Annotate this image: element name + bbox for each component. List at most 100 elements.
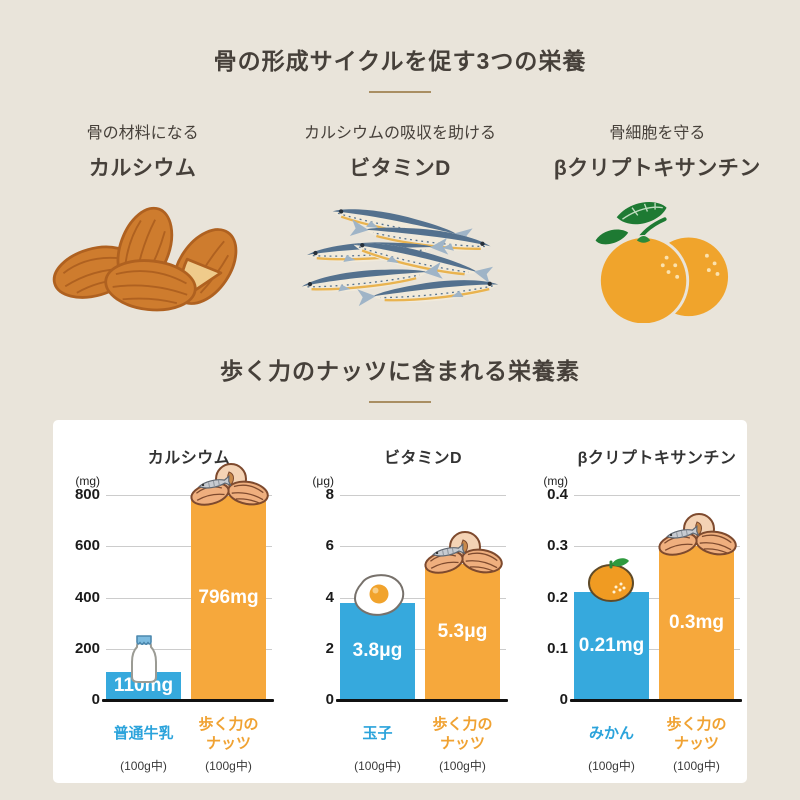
almonds-illustration — [14, 194, 271, 326]
gridline — [574, 597, 740, 599]
chart-title: カルシウム — [147, 450, 231, 467]
page-title: 骨の形成サイクルを促す3つの栄養 — [213, 48, 587, 74]
category-labels: 玉子 歩く力の ナッツ — [340, 714, 500, 754]
nutrient-beta-cryptoxanthin: 骨細胞を守る βクリプトキサンチン — [529, 119, 786, 326]
plot-area: 110mg 796mg — [102, 463, 274, 702]
bar-value-label: 0.21mg — [578, 635, 645, 657]
axis-unit-label: (mg) — [75, 474, 100, 488]
y-tick-label: 800 — [74, 486, 100, 503]
nutrient-columns: 骨の材料になる カルシウム — [14, 119, 786, 326]
category-label: 歩く力の ナッツ — [198, 715, 259, 753]
per-100g-label: (100g中) — [205, 759, 252, 773]
y-tick-label: 600 — [74, 537, 100, 555]
chart-beta-cryptoxanthin: βクリプトキサンチン (mg) 0.21mg 0.3mg — [528, 444, 742, 783]
y-tick-label: 0.3 — [547, 537, 568, 555]
sardines-illustration — [271, 194, 528, 326]
bar-value-label: 0.3mg — [669, 612, 724, 634]
bar-value-label: 110mg — [113, 674, 174, 696]
y-tick-label: 0.2 — [547, 588, 568, 606]
nutrient-calcium: 骨の材料になる カルシウム — [14, 119, 271, 326]
y-tick-label: 200 — [74, 639, 100, 657]
gridline — [106, 597, 272, 599]
bar-value-label: 796mg — [198, 587, 259, 609]
y-tick-label: 400 — [74, 588, 100, 606]
bar-玉子: 3.8μg — [340, 573, 415, 700]
gridline — [340, 648, 506, 650]
bars: 110mg 796mg — [106, 463, 269, 700]
per-100g-labels: (100g中) (100g中) — [574, 757, 734, 774]
x-axis-baseline — [102, 699, 274, 702]
y-tick-label: 0 — [91, 691, 100, 708]
axis-unit-label: (μg) — [312, 474, 334, 488]
plot-row: (μg) 3.8μg 5.3μg 8 6 4 2 — [294, 468, 508, 708]
milk-bottle-icon — [129, 634, 159, 689]
axis-unit-label: (mg) — [543, 474, 568, 488]
category-label: 玉子 — [362, 725, 393, 743]
chart-section-title: 歩く力のナッツに含まれる栄養素 — [220, 358, 580, 384]
gridline — [574, 546, 740, 548]
charts-card: カルシウム (mg) 110mg 796mg — [53, 420, 747, 783]
nutrient-caption: 骨の材料になる — [86, 125, 199, 142]
gridline — [106, 546, 272, 548]
bar-歩く力のナッツ: 796mg — [189, 463, 269, 700]
gridline — [106, 495, 272, 496]
gridline — [340, 546, 506, 548]
y-tick-label: 6 — [325, 537, 334, 555]
category-label: 普通牛乳 — [113, 725, 174, 743]
title-underline — [369, 401, 431, 403]
gridline — [106, 648, 272, 650]
x-axis-baseline — [336, 699, 508, 702]
plot-area: 0.21mg 0.3mg — [570, 495, 742, 702]
bar-value-label: 3.8μg — [352, 640, 403, 662]
nuts-pile-icon — [657, 512, 737, 563]
bar-歩く力のナッツ: 0.3mg — [657, 513, 737, 700]
bar-歩く力のナッツ: 5.3μg — [423, 531, 503, 700]
per-100g-label: (100g中) — [588, 759, 635, 773]
chart-title: βクリプトキサンチン — [577, 450, 737, 467]
mandarin-oranges-illustration — [529, 194, 786, 326]
per-100g-label: (100g中) — [439, 759, 486, 773]
gridline — [574, 495, 740, 496]
bars: 0.21mg 0.3mg — [574, 495, 737, 700]
per-100g-label: (100g中) — [120, 759, 167, 773]
y-tick-label: 2 — [325, 639, 334, 657]
per-100g-label: (100g中) — [354, 759, 401, 773]
nutrient-caption: カルシウムの吸収を助ける — [303, 125, 496, 142]
chart-vitamin-d: ビタミンD (μg) 3.8μg 5.3μg — [294, 444, 508, 783]
bar-普通牛乳: 110mg — [106, 635, 181, 700]
mandarin-icon — [586, 556, 638, 607]
per-100g-label: (100g中) — [673, 759, 720, 773]
nutrient-name: βクリプトキサンチン — [553, 157, 761, 180]
gridline — [340, 495, 506, 496]
gridline — [574, 648, 740, 650]
bars: 3.8μg 5.3μg — [340, 495, 503, 700]
nuts-pile-icon — [189, 462, 269, 513]
title-underline — [369, 91, 431, 93]
nutrient-name: ビタミンD — [349, 157, 451, 180]
fried-egg-icon — [350, 573, 406, 624]
y-tick-label: 4 — [325, 588, 334, 606]
y-tick-label: 0.4 — [547, 486, 568, 503]
plot-row: (mg) 0.21mg 0.3mg — [528, 468, 742, 708]
bar-みかん: 0.21mg — [574, 558, 649, 700]
nutrient-caption: 骨細胞を守る — [609, 125, 706, 142]
category-label: 歩く力の ナッツ — [666, 715, 727, 753]
nutrient-vitamin-d: カルシウムの吸収を助ける ビタミンD — [271, 119, 528, 326]
bar-value-label: 5.3μg — [437, 621, 488, 643]
y-tick-label: 8 — [325, 486, 334, 503]
y-tick-label: 0 — [559, 691, 568, 708]
y-tick-label: 0.1 — [547, 639, 568, 657]
chart-title: ビタミンD — [383, 450, 463, 467]
gridline — [340, 597, 506, 599]
category-label: 歩く力の ナッツ — [432, 715, 493, 753]
x-axis-baseline — [570, 699, 742, 702]
plot-row: (mg) 110mg 796mg 800 600 400 200 — [60, 463, 274, 708]
per-100g-labels: (100g中) (100g中) — [340, 757, 500, 774]
nutrient-name: カルシウム — [88, 157, 197, 180]
nuts-pile-icon — [423, 530, 503, 581]
category-labels: みかん 歩く力の ナッツ — [574, 714, 734, 754]
chart-calcium: カルシウム (mg) 110mg 796mg — [60, 444, 274, 783]
category-label: みかん — [588, 725, 634, 743]
per-100g-labels: (100g中) (100g中) — [106, 757, 266, 774]
category-labels: 普通牛乳 歩く力の ナッツ — [106, 714, 266, 754]
